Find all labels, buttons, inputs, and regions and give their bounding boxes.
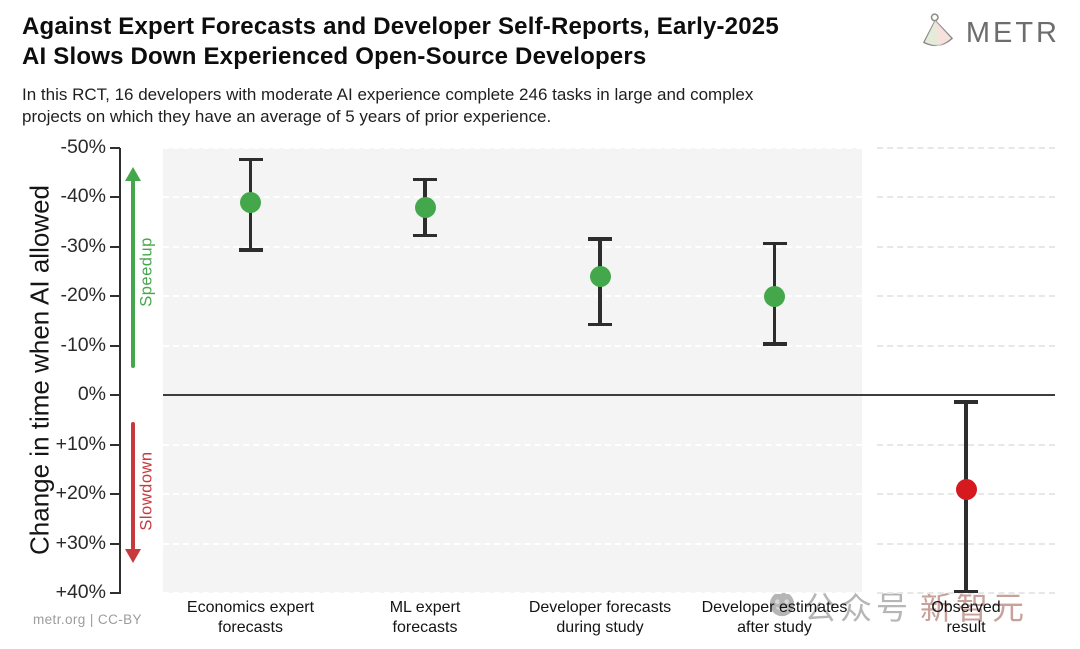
error-bar-cap bbox=[954, 589, 978, 593]
grid-line bbox=[877, 196, 1055, 199]
metr-fan-icon bbox=[915, 10, 959, 58]
error-bar-cap bbox=[238, 157, 263, 162]
zero-baseline bbox=[163, 394, 1055, 397]
grid-line bbox=[877, 592, 1055, 594]
y-tick-label: -10% bbox=[60, 333, 106, 356]
y-axis-tick bbox=[110, 196, 120, 199]
grid-line bbox=[163, 295, 862, 298]
subtitle-line-1: In this RCT, 16 developers with moderate… bbox=[22, 85, 754, 104]
chart-subtitle: In this RCT, 16 developers with moderate… bbox=[22, 84, 753, 127]
y-tick-label: -40% bbox=[60, 185, 106, 208]
grid-line bbox=[163, 147, 862, 149]
title-line-2: AI Slows Down Experienced Open-Source De… bbox=[22, 43, 647, 70]
y-axis-tick bbox=[110, 443, 120, 446]
category-label: Economics expert forecasts bbox=[186, 599, 315, 636]
error-bar-cap bbox=[588, 322, 612, 326]
category-label: ML expert forecasts bbox=[389, 599, 461, 636]
title-line-1: Against Expert Forecasts and Developer S… bbox=[22, 13, 779, 40]
y-axis-tick bbox=[110, 394, 120, 397]
y-axis-tick bbox=[110, 147, 120, 149]
y-tick-label: -30% bbox=[60, 234, 106, 257]
forecasts-panel-background bbox=[163, 148, 862, 593]
grid-line bbox=[163, 196, 862, 199]
grid-line bbox=[163, 443, 862, 446]
error-bar-cap bbox=[238, 248, 263, 252]
speedup-arrow-line bbox=[131, 179, 135, 368]
y-axis-tick bbox=[110, 592, 120, 594]
data-point-marker bbox=[414, 196, 436, 218]
page-title: Against Expert Forecasts and Developer S… bbox=[22, 12, 779, 72]
data-point-marker bbox=[240, 191, 261, 213]
watermark-text-1: 公众号 bbox=[804, 590, 913, 626]
grid-line bbox=[877, 295, 1055, 298]
grid-line bbox=[877, 245, 1055, 248]
grid-line bbox=[163, 245, 862, 248]
credit-line: metr.org | CC-BY bbox=[33, 612, 142, 627]
y-axis-tick bbox=[110, 344, 120, 347]
metr-logo: METR bbox=[918, 12, 1060, 55]
grid-line bbox=[163, 592, 862, 594]
y-axis-title: Change in time when AI allowed bbox=[24, 184, 55, 556]
category-label: Observed result bbox=[931, 599, 1001, 636]
speedup-label: Speedup bbox=[137, 237, 156, 307]
y-tick-label: +40% bbox=[55, 581, 106, 603]
grid-line bbox=[877, 147, 1055, 149]
error-bar-cap bbox=[413, 233, 437, 237]
error-bar-cap bbox=[588, 237, 612, 241]
y-axis-tick bbox=[110, 493, 120, 496]
error-bar-cap bbox=[762, 342, 787, 346]
y-tick-label: -50% bbox=[60, 136, 106, 158]
y-tick-label: +30% bbox=[55, 531, 106, 554]
y-tick-label: -20% bbox=[60, 284, 106, 307]
metr-logo-text: METR bbox=[965, 17, 1060, 49]
error-bar-cap bbox=[762, 241, 787, 246]
data-point-marker bbox=[589, 266, 611, 288]
chart-plot-area: Speedup Slowdown -50% -40% -30% -20% -10% 0% +… bbox=[0, 136, 1080, 636]
data-point-marker bbox=[955, 478, 977, 500]
y-axis-tick bbox=[110, 245, 120, 248]
watermark-text-2: 新智元 bbox=[920, 590, 1029, 626]
error-bar-cap bbox=[413, 177, 437, 182]
slowdown-arrow-line bbox=[131, 422, 135, 550]
grid-line bbox=[163, 542, 862, 545]
data-point-marker bbox=[764, 285, 785, 307]
watermark-logo-icon bbox=[768, 590, 796, 623]
subtitle-line-2: projects on which they have an average o… bbox=[22, 106, 552, 126]
y-axis-spine bbox=[119, 148, 121, 594]
y-tick-label: +10% bbox=[55, 432, 106, 455]
category-label: Developer forecasts during study bbox=[528, 599, 672, 636]
slowdown-arrow-down-icon bbox=[125, 549, 141, 563]
category-label: Developer estimates after study bbox=[701, 599, 848, 636]
grid-line bbox=[877, 344, 1055, 347]
error-bar-cap bbox=[954, 400, 978, 404]
grid-line bbox=[163, 344, 862, 347]
speedup-arrow-up-icon bbox=[125, 167, 141, 181]
grid-line bbox=[163, 493, 862, 496]
y-axis-tick bbox=[110, 295, 120, 298]
y-axis-tick bbox=[110, 542, 120, 545]
y-tick-label: +20% bbox=[55, 482, 106, 505]
slowdown-label: Slowdown bbox=[137, 451, 156, 531]
watermark: 公众号 新智元 bbox=[768, 583, 1028, 629]
y-tick-label: 0% bbox=[77, 383, 106, 406]
